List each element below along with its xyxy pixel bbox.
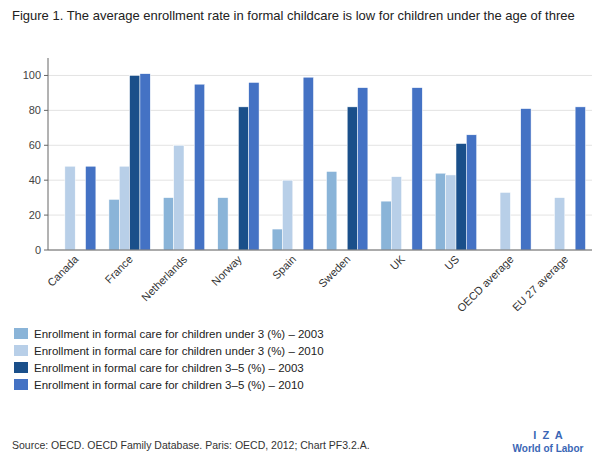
axis-line	[48, 58, 49, 250]
category-label: France	[102, 253, 135, 286]
x-axis: Canada FranceNetherlands Norway Spain Sweden…	[45, 250, 592, 314]
legend-swatch	[14, 379, 28, 390]
category-label: Canada	[45, 252, 81, 288]
bar	[194, 84, 204, 250]
category-label: EU 27 average	[510, 253, 570, 313]
legend-label: Enrollment in formal care for children 3…	[34, 362, 304, 374]
bar	[521, 109, 531, 250]
tick-mark	[44, 110, 48, 111]
bar	[174, 145, 184, 250]
source-note: Source: OECD. OECD Family Database. Pari…	[12, 439, 370, 451]
bar	[238, 107, 248, 250]
category-label: Sweden	[316, 253, 353, 290]
bar	[554, 198, 564, 250]
tick-label: 0	[35, 244, 41, 256]
tick-label: 40	[29, 174, 41, 186]
axis-line	[48, 250, 592, 251]
category-label: Netherlands	[139, 253, 190, 304]
bar	[435, 173, 445, 250]
tick-mark	[44, 215, 48, 216]
bar	[140, 74, 150, 250]
bar	[218, 198, 228, 250]
bar	[412, 88, 422, 250]
bar	[86, 166, 96, 250]
tick-label: 100	[23, 69, 41, 81]
tick-mark	[44, 180, 48, 181]
bar	[381, 201, 391, 250]
legend-label: Enrollment in formal care for children 3…	[34, 379, 304, 391]
legend-swatch	[14, 345, 28, 356]
logo-text: World of Labor	[513, 443, 584, 454]
legend-label: Enrollment in formal care for children u…	[34, 328, 324, 340]
title-line: Figure 1. The average enrollment rate in…	[12, 8, 575, 23]
bar	[272, 229, 282, 250]
tick-label: 60	[29, 139, 41, 151]
bar	[249, 82, 259, 250]
legend-swatch	[14, 362, 28, 373]
bar	[358, 88, 368, 250]
bar	[303, 77, 313, 250]
category-label: Spain	[270, 253, 298, 281]
bar	[163, 198, 173, 250]
title: Figure 1. The average enrollment rate in…	[12, 8, 575, 23]
bar	[130, 75, 140, 250]
tick-mark	[44, 250, 48, 251]
bar	[391, 177, 401, 250]
tick-mark	[44, 145, 48, 146]
bar	[456, 144, 466, 250]
bar	[282, 180, 292, 250]
logo-text: I Z A	[533, 429, 563, 441]
bar	[466, 135, 476, 250]
legend-label: Enrollment in formal care for children u…	[34, 345, 324, 357]
chart: Figure 1. The average enrollment rate in…	[0, 0, 608, 463]
bar	[347, 107, 357, 250]
y-axis: 0 20 40 60 80 100	[23, 58, 592, 256]
bar	[575, 107, 585, 250]
category-label: US	[442, 253, 461, 272]
bar	[500, 192, 510, 250]
bar	[119, 166, 129, 250]
tick-label: 20	[29, 209, 41, 221]
bars	[65, 74, 586, 250]
tick-label: 80	[29, 104, 41, 116]
bar	[446, 175, 456, 250]
bar	[65, 166, 75, 250]
category-label: OECD average	[455, 253, 516, 314]
grid-line	[48, 250, 592, 251]
tick-mark	[44, 75, 48, 76]
legend: Enrollment in formal care for children u…	[14, 328, 324, 391]
category-label: UK	[388, 252, 408, 272]
legend-swatch	[14, 328, 28, 339]
bar	[327, 171, 337, 250]
category-label: Norway	[209, 253, 244, 288]
bar	[109, 199, 119, 250]
